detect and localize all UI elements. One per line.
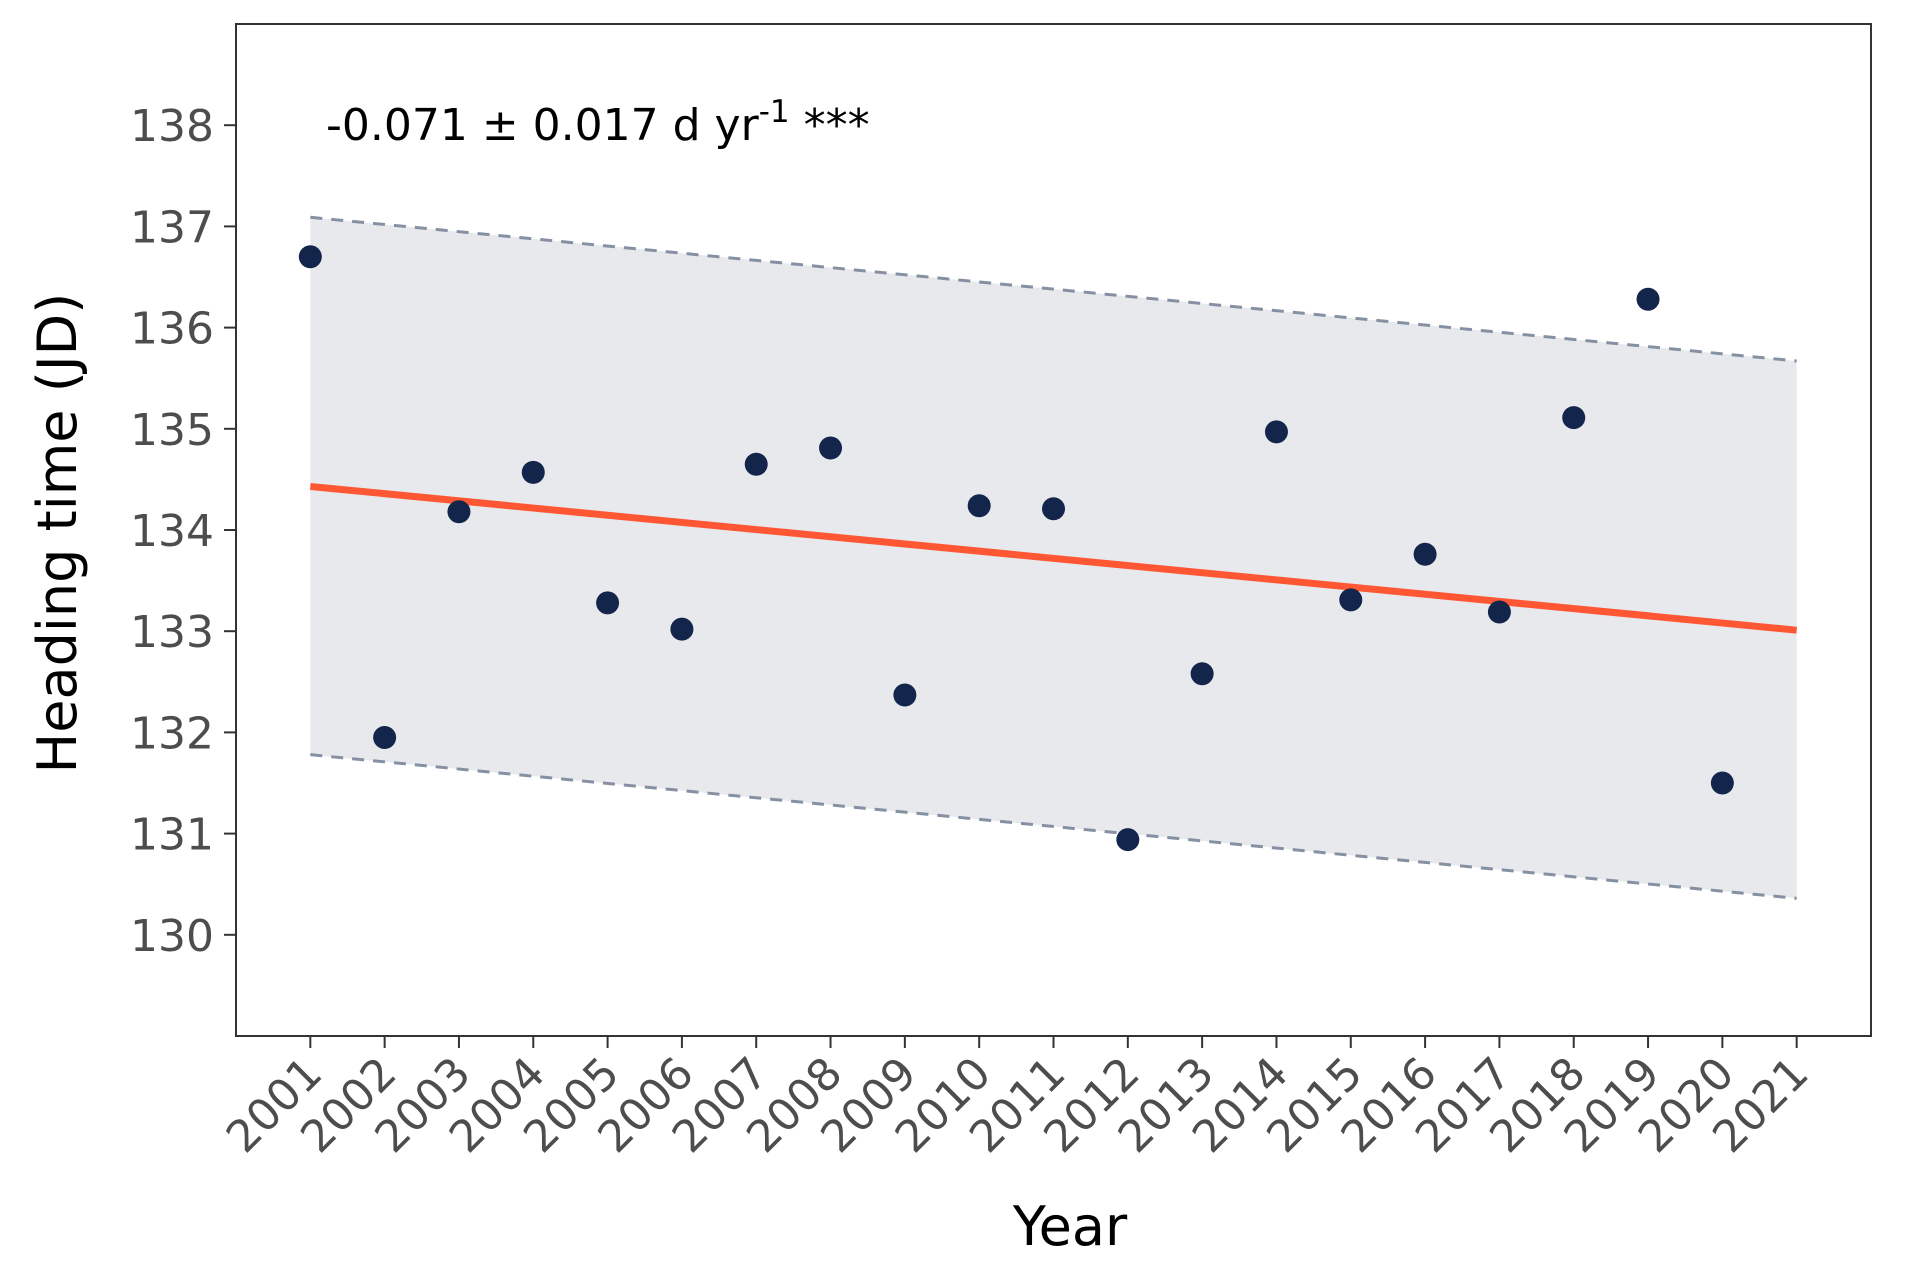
y-tick-label: 133 [130, 607, 214, 658]
annotation-main: -0.071 ± 0.017 d yr [326, 100, 760, 151]
annotation-superscript: -1 [759, 94, 790, 130]
y-tick-label: 136 [130, 304, 214, 355]
data-point [1413, 542, 1437, 566]
data-point [967, 494, 991, 518]
y-tick-label: 132 [130, 708, 214, 759]
data-point [1116, 828, 1140, 852]
y-tick-label: 135 [130, 405, 214, 456]
data-point [1042, 497, 1065, 521]
data-point [1636, 287, 1660, 311]
y-tick-label: 134 [130, 506, 214, 557]
data-point [521, 460, 545, 484]
y-tick-label: 130 [130, 911, 214, 962]
data-point [670, 617, 694, 641]
data-point [1190, 662, 1214, 686]
data-point [1710, 771, 1734, 795]
data-point [373, 725, 397, 749]
x-axis: 2001200220032004200520062007200820092010… [217, 1036, 1818, 1163]
plot-area [298, 215, 1798, 900]
data-point [1487, 600, 1511, 624]
band-lower-bound [310, 753, 1797, 900]
trend-line [309, 483, 1798, 634]
y-axis: 130 131 132 133 134 135 136 137 138 [130, 101, 236, 962]
data-point [819, 436, 843, 460]
data-point [893, 683, 917, 707]
data-point [744, 452, 768, 476]
x-axis-title: Year [1012, 1195, 1128, 1258]
data-point [596, 591, 620, 615]
data-point [1339, 588, 1363, 612]
data-point [447, 500, 471, 524]
annotation: -0.071 ± 0.017 d yr-1 *** [326, 94, 870, 151]
data-point [1264, 420, 1288, 444]
y-tick-label: 137 [130, 202, 214, 253]
annotation-significance: *** [790, 100, 870, 151]
y-tick-label: 138 [130, 101, 214, 152]
y-tick-label: 131 [130, 810, 214, 861]
y-axis-title: Heading time (JD) [26, 293, 89, 774]
data-points [298, 245, 1734, 852]
band-upper-bound [310, 215, 1797, 363]
data-point [1562, 406, 1586, 430]
data-point [298, 245, 322, 269]
